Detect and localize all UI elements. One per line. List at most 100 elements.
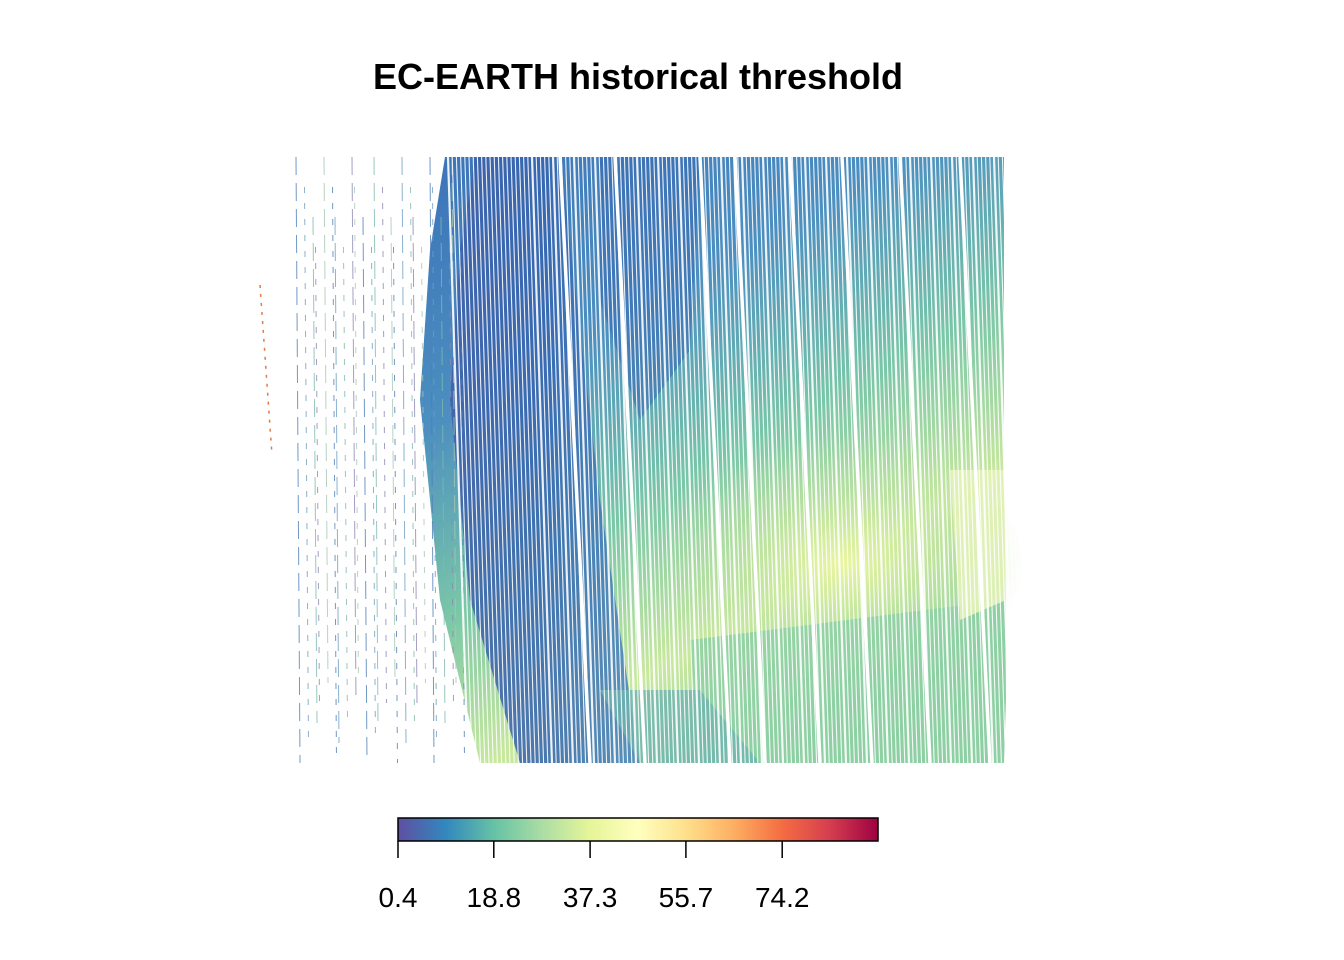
scan-gap [661,156,683,764]
scan-gap [644,156,666,764]
scan-gap [598,156,620,764]
colorbar-tick-label: 0.4 [378,882,418,913]
scan-gap [943,156,965,764]
scan-stripe [412,216,418,704]
scan-gap [884,156,906,764]
scan-stripe [354,186,359,684]
scan-gap [761,156,785,764]
scan-gap [808,156,830,764]
scan-gap [468,156,490,764]
scan-gap [719,156,743,764]
scan-stripe [449,246,454,704]
scan-gap [758,156,780,764]
scan-gap [464,156,486,764]
scan-gap [649,156,671,764]
scan-gap [514,156,536,764]
scan-gap [754,156,776,764]
scan-gap [745,156,767,764]
scan-gap [556,156,578,764]
scan-gap [980,156,1002,764]
scan-gap [539,156,561,764]
scan-gap [728,156,750,764]
scan-gap-wide [898,156,932,764]
scan-gap [971,156,995,764]
scan-gap [628,156,650,764]
scan-gap [446,156,470,764]
scan-stripe [373,156,379,724]
scan-stripe [362,216,368,764]
scan-stripe [315,246,320,704]
scan-gap [455,156,477,764]
scan-gap [950,156,974,764]
scan-stripe [295,156,301,764]
scan-stripe [429,156,435,764]
scan-gap [551,156,575,764]
scan-gap [985,156,1007,764]
scan-gap [997,156,1019,764]
scan-gap-wide [788,156,822,764]
scan-stripe [382,186,387,704]
scan-gap [733,156,755,764]
scan-gap [451,156,473,764]
scan-gap [863,156,885,764]
scan-gap [817,156,839,764]
scan-stripe [312,216,318,724]
scan-gap [922,156,944,764]
scan-gap [523,156,545,764]
scan-gap [989,156,1011,764]
scan-stripe [401,156,407,744]
scan-stripe [323,156,329,684]
scan-gap [677,156,701,764]
scan-gap [782,156,806,764]
scan-gap [674,156,696,764]
scan-gap [887,156,911,764]
plot-title: EC-EARTH historical threshold [372,56,904,97]
colorbar-tick-label: 74.2 [754,882,810,913]
scan-gap [749,156,771,764]
scan-gap [577,156,599,764]
scan-gap [1001,156,1023,764]
scan-gap [938,156,960,764]
scan-gap [581,156,603,764]
scan-gap [572,156,596,764]
scan-gap [682,156,704,764]
scan-gap [485,156,507,764]
scan-gap [812,156,834,764]
scan-gap [913,156,935,764]
colorbar-tick-label: 55.7 [658,882,714,913]
scan-gap [586,156,608,764]
scan-gap [838,156,860,764]
scan-gap [892,156,914,764]
scan-gap [535,156,557,764]
scan-gap [866,156,890,764]
scan-gap [859,156,881,764]
scan-gap-wide [613,156,647,764]
scan-gap [530,156,554,764]
scan-gap [976,156,998,764]
scan-gap [824,156,848,764]
scan-gap [686,156,708,764]
scan-gap [607,156,629,764]
scan-gap [896,156,918,764]
scan-gap [611,156,633,764]
scan-gap [875,156,897,764]
scan-gap [934,156,956,764]
scan-gap [992,156,1016,764]
scan-stripe [351,156,357,704]
scan-gap [854,156,876,764]
scan-gap [803,156,827,764]
scan-gap [712,156,734,764]
scan-gap [775,156,797,764]
scan-gap [929,156,953,764]
scan-gap [691,156,713,764]
scan-gap [527,156,549,764]
scan-gap [787,156,809,764]
scan-gap [695,156,717,764]
scan-gap-wide [698,156,732,764]
scan-gap [829,156,851,764]
scan-gap [544,156,566,764]
scan-gap [502,156,524,764]
scan-gap [800,156,822,764]
